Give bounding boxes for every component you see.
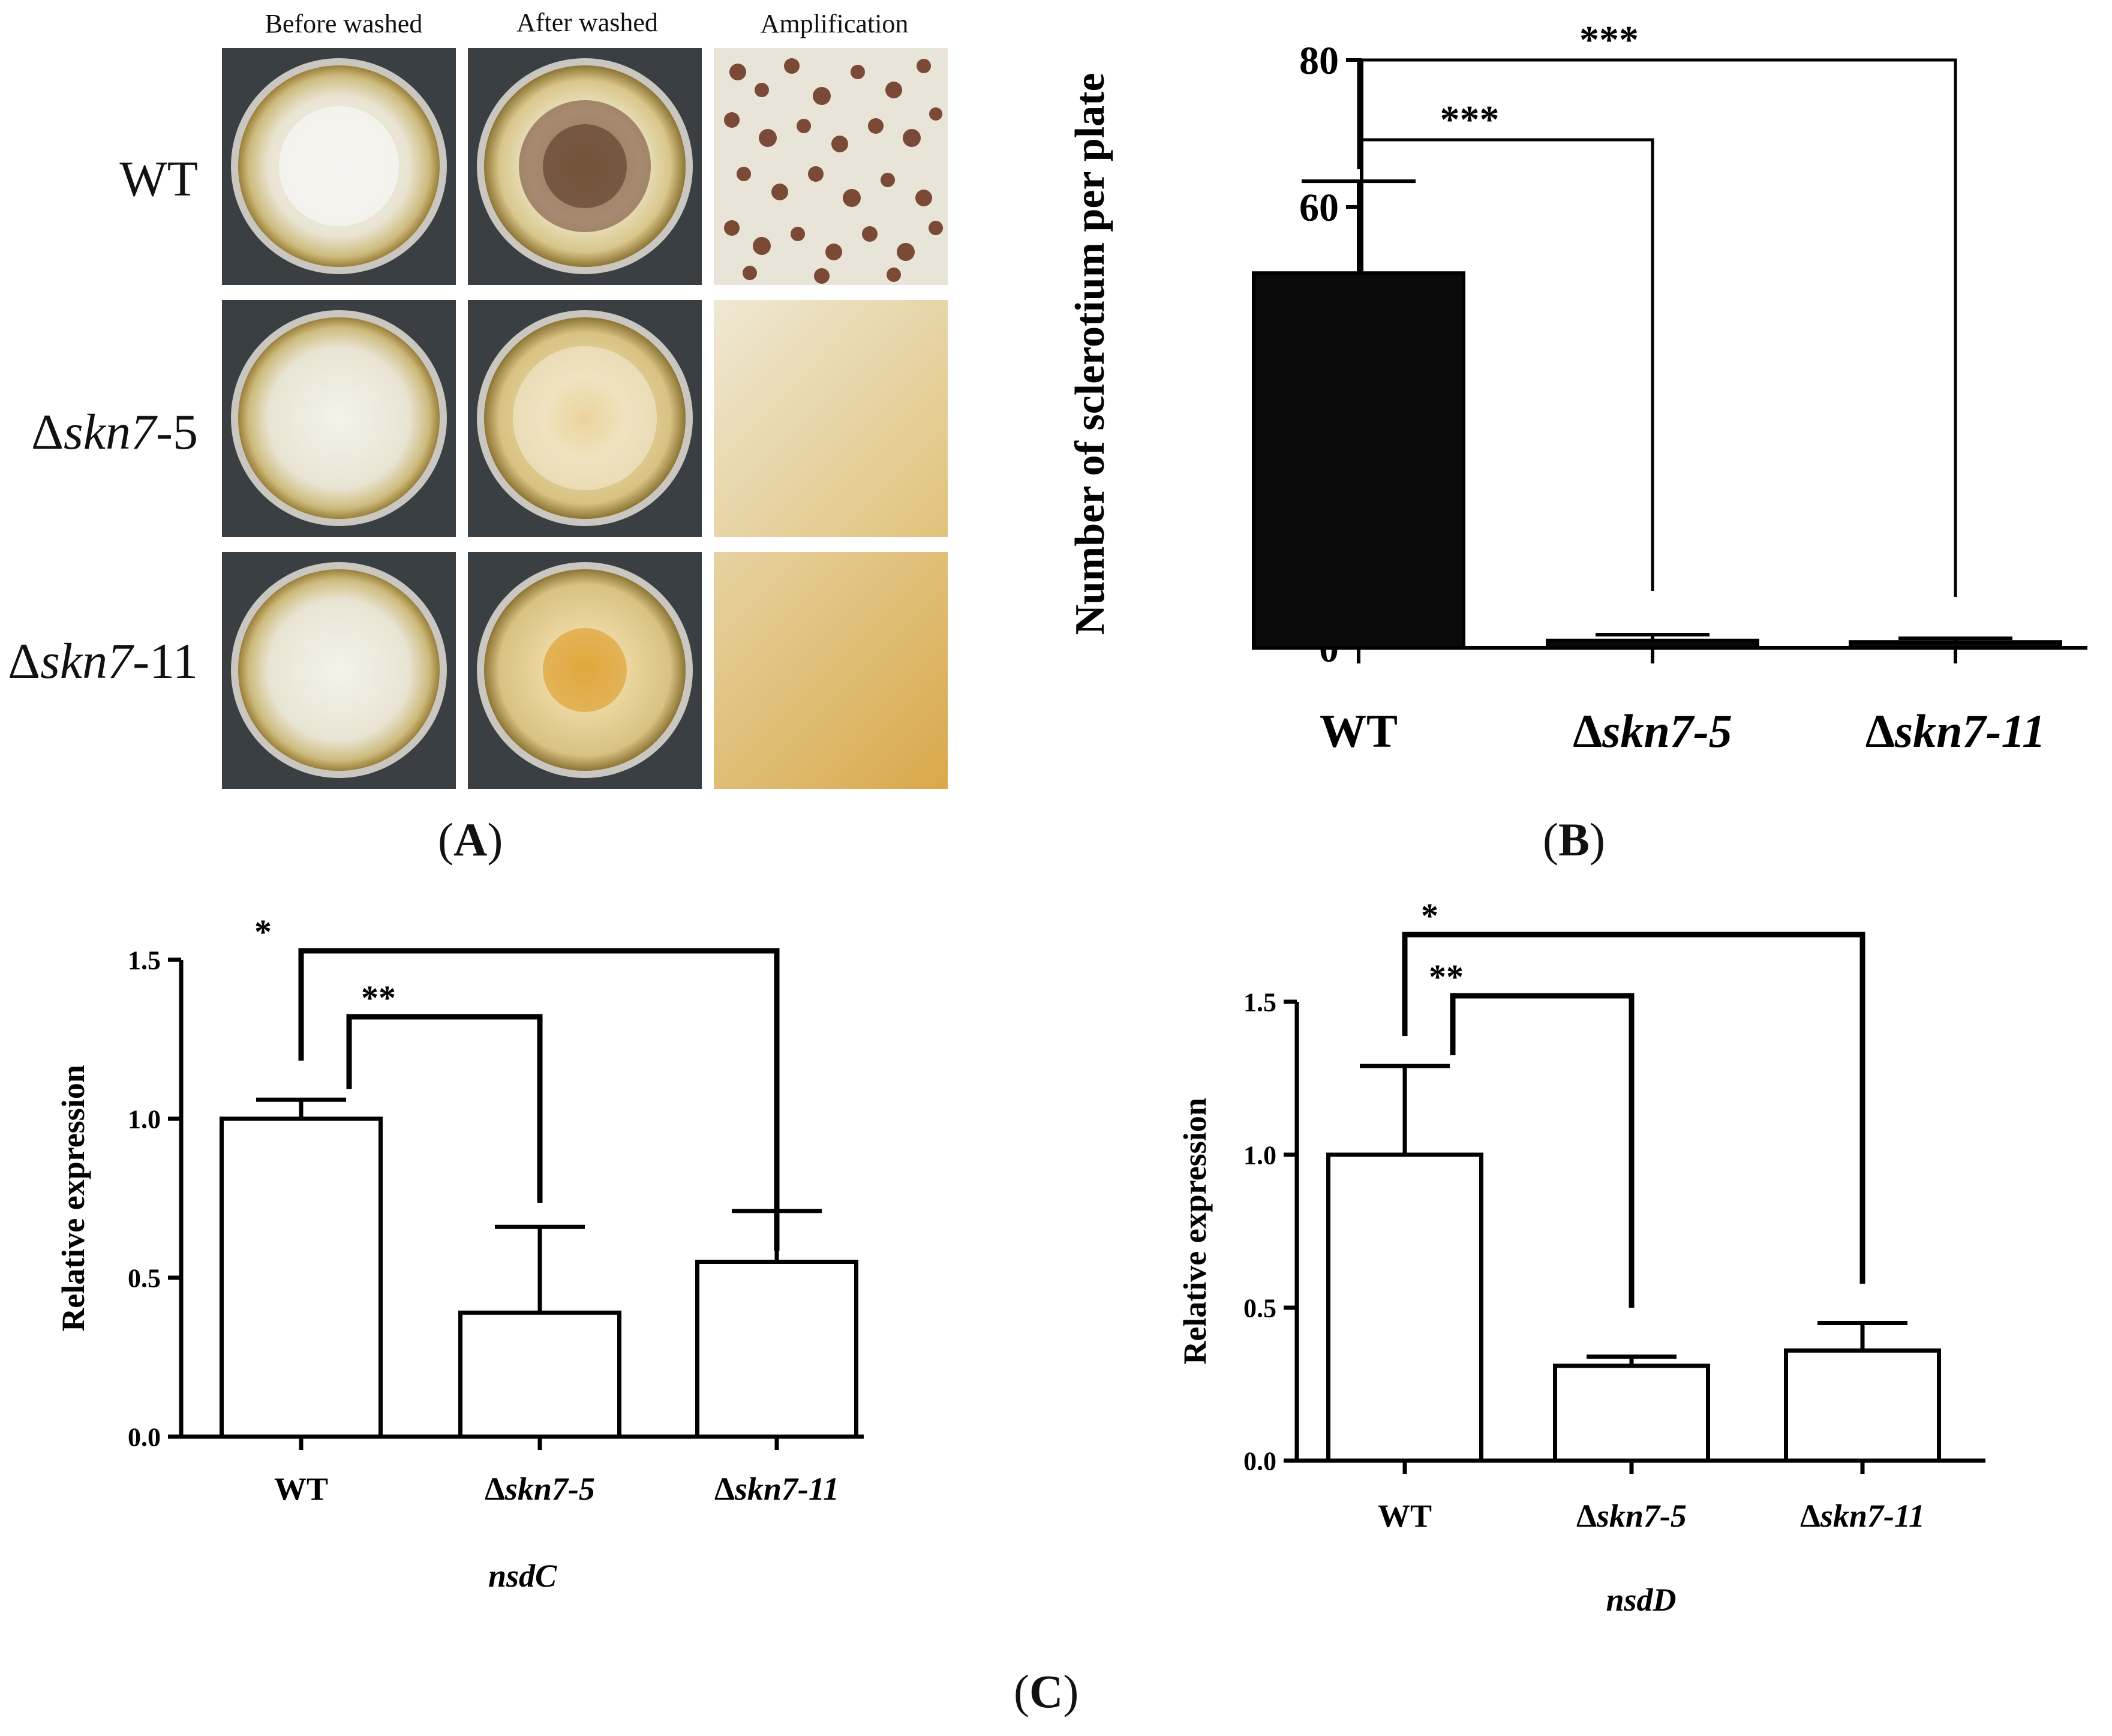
chart-c-nsdc-expression: 0.0 0.5 1.0 1.5 Relative expression WT Δskn7-5… <box>55 912 864 1594</box>
plate-photo-grid <box>222 48 948 789</box>
bar-1 <box>458 1310 621 1439</box>
wt-amplification-photo <box>714 48 948 285</box>
significance-bracket-1 <box>1402 932 1865 1284</box>
x-tick-label-1: Δskn7-5 <box>485 1471 595 1507</box>
x-axis-label: nsdD <box>1606 1582 1676 1618</box>
significance-stars-0: ** <box>361 978 396 1017</box>
y-tick-label-0: 0.0 <box>1243 1446 1276 1476</box>
y-tick-label-3: 1.5 <box>1243 987 1276 1017</box>
y-tick-label-4: 80 <box>1299 39 1339 83</box>
row-label-skn7-11: Δskn7-11 <box>8 633 198 689</box>
y-tick-label-2: 1.0 <box>1243 1140 1276 1170</box>
y-tick-label-3: 1.5 <box>128 945 161 975</box>
panel-letter-a: (A) <box>438 813 503 866</box>
significance-stars-0: *** <box>1440 98 1500 142</box>
x-tick-label-2: Δskn7-11 <box>1800 1498 1925 1534</box>
significance-stars-0: ** <box>1429 957 1464 996</box>
y-tick-label-3: 60 <box>1299 186 1339 230</box>
bar-0 <box>1326 1152 1483 1463</box>
y-tick-label-2: 1.0 <box>128 1104 161 1134</box>
significance-bracket-0 <box>1450 993 1635 1308</box>
significance-bracket-0 <box>1357 138 1654 591</box>
x-tick-label-0: WT <box>1320 705 1398 757</box>
column-header-amplification: Amplification <box>760 9 909 38</box>
significance-stars-1: *** <box>1579 18 1639 62</box>
panel-letter-b: (B) <box>1543 813 1605 866</box>
x-axis-label: nsdC <box>488 1558 557 1594</box>
skn7-11-before-washed-photo <box>222 552 456 789</box>
column-header-after-washed: After washed <box>516 8 658 37</box>
significance-stars-1: * <box>254 912 272 951</box>
bar-0 <box>220 1116 383 1439</box>
skn7-5-after-washed-photo <box>468 300 702 537</box>
bar-2 <box>1849 640 2062 650</box>
bar-0 <box>1252 271 1465 650</box>
skn7-5-amplification-photo <box>714 300 948 537</box>
row-label-wt: WT <box>119 151 198 207</box>
significance-bracket-1 <box>298 948 780 1251</box>
skn7-11-amplification-photo <box>714 552 948 789</box>
wt-after-washed-photo <box>468 48 702 285</box>
x-tick-label-2: Δskn7-11 <box>1865 705 2045 757</box>
y-axis-label: Relative expression <box>1177 1098 1213 1364</box>
panel-letter-c: (C) <box>1014 1665 1079 1717</box>
significance-stars-1: * <box>1421 896 1438 935</box>
x-tick-label-0: WT <box>1378 1498 1432 1534</box>
bar-1 <box>1553 1363 1710 1463</box>
y-axis-label: Relative expression <box>55 1065 91 1331</box>
chart-b-sclerotium-count: 020406080Number of sclerotium per plateW… <box>1067 18 2087 757</box>
significance-bracket-1 <box>1357 58 1957 597</box>
bar-2 <box>695 1260 858 1439</box>
skn7-11-after-washed-photo <box>468 552 702 789</box>
y-tick-label-1: 0.5 <box>128 1263 161 1293</box>
y-axis-label: Number of sclerotium per plate <box>1067 73 1113 635</box>
bar-1 <box>1546 638 1759 650</box>
x-tick-label-1: Δskn7-5 <box>1573 705 1732 757</box>
y-tick-label-0: 0.0 <box>128 1422 161 1452</box>
wt-before-washed-photo <box>222 48 456 285</box>
skn7-5-before-washed-photo <box>222 300 456 537</box>
significance-bracket-0 <box>346 1014 543 1203</box>
column-header-before-washed: Before washed <box>265 9 423 38</box>
bar-2 <box>1784 1348 1941 1463</box>
row-label-skn7-5: Δskn7-5 <box>31 404 198 460</box>
x-tick-label-0: WT <box>274 1471 328 1507</box>
x-tick-label-1: Δskn7-5 <box>1576 1498 1687 1534</box>
x-tick-label-2: Δskn7-11 <box>714 1471 839 1507</box>
y-tick-label-1: 0.5 <box>1243 1293 1276 1323</box>
chart-c-nsdd-expression: 0.0 0.5 1.0 1.5 Relative expression WT Δskn7-5… <box>1177 896 1985 1618</box>
